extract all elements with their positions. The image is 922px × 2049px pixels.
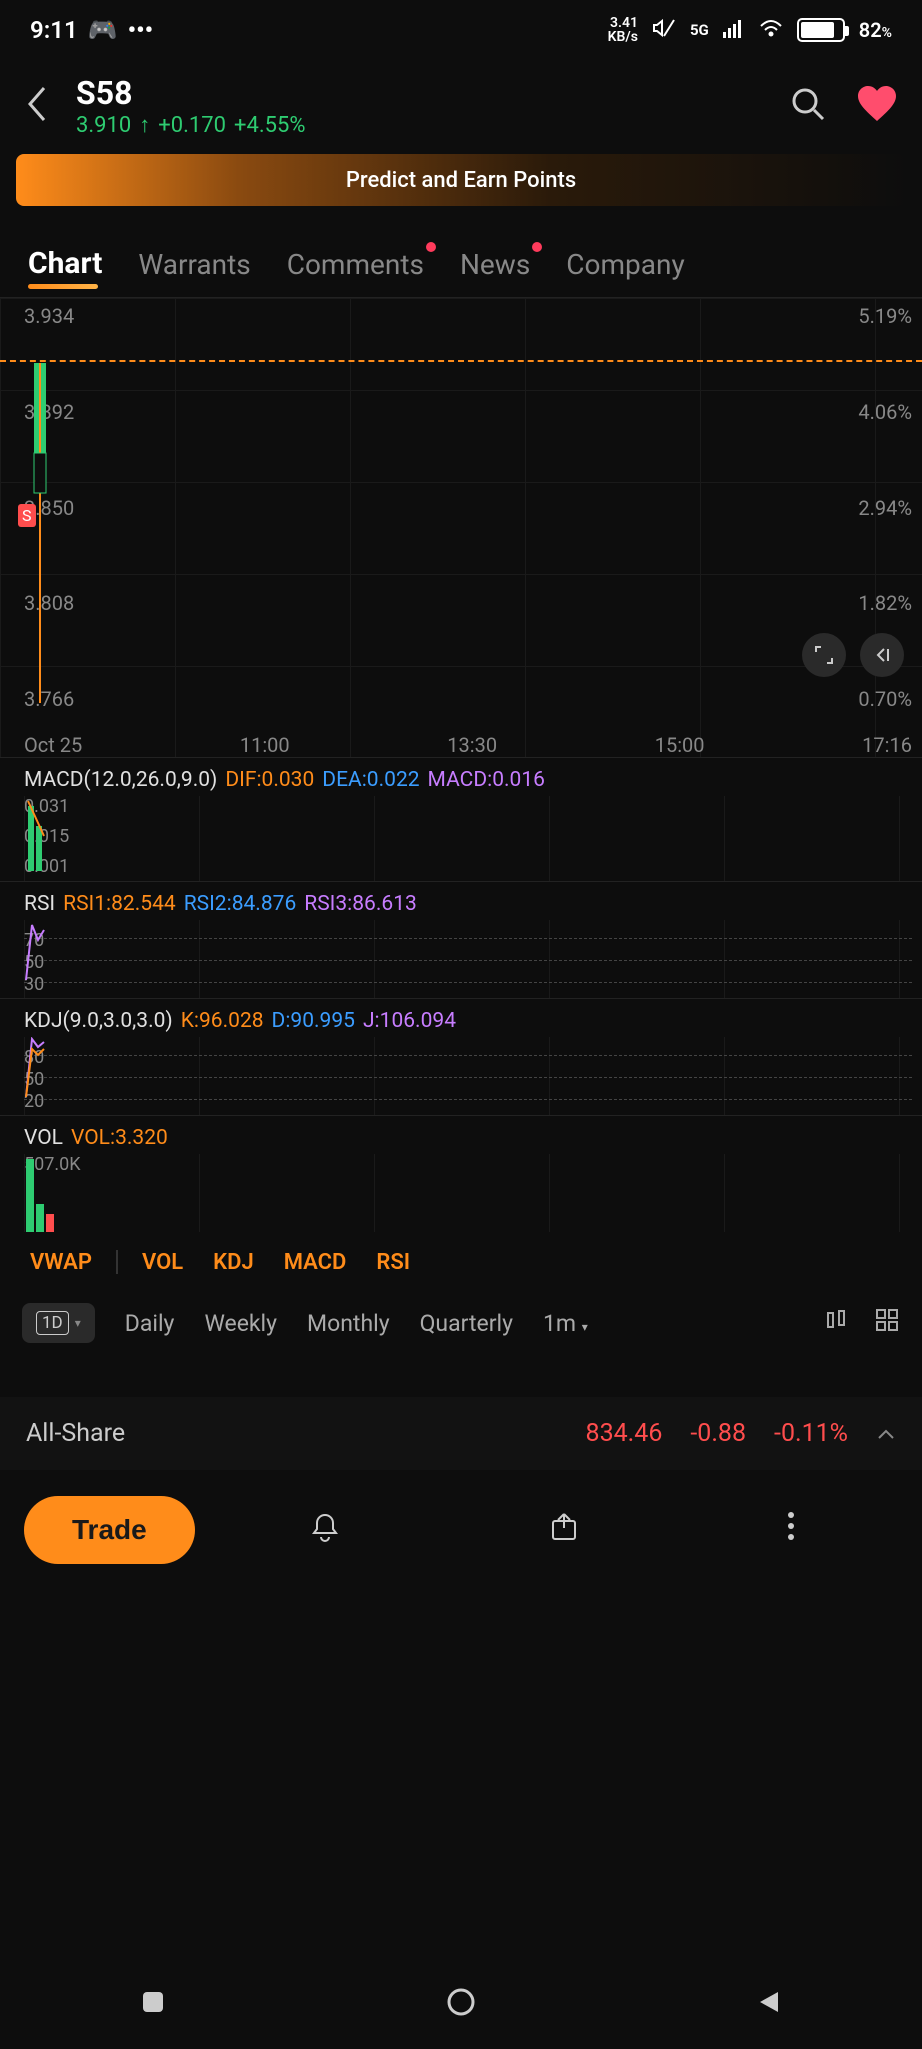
alert-button[interactable] [308, 1511, 342, 1549]
timeframe-quarterly[interactable]: Quarterly [420, 1310, 513, 1337]
market-change-pct: -0.11% [774, 1419, 848, 1448]
ind-tab-vwap[interactable]: VWAP [30, 1250, 92, 1275]
chart-type-button[interactable] [824, 1307, 850, 1339]
reset-view-button[interactable] [860, 633, 904, 677]
mute-icon [652, 16, 676, 45]
rsi-1: RSI1:82.544 [63, 892, 176, 916]
caret-down-icon: ▾ [582, 1320, 588, 1334]
macd-dea: DEA:0.022 [322, 768, 419, 792]
market-value: 834.46 [586, 1419, 663, 1448]
macd-chart: 0.031 0.015 0.001 [24, 796, 922, 881]
price-change-abs: +0.170 [158, 113, 226, 138]
tab-company[interactable]: Company [566, 248, 684, 281]
vol-value: VOL:3.320 [71, 1126, 168, 1150]
rsi-title: RSI [24, 892, 55, 916]
page-tabs: Chart Warrants Comments News Company [0, 206, 922, 297]
grid-layout-button[interactable] [874, 1307, 900, 1339]
game-icon: 🎮 [88, 16, 118, 44]
timeframe-minute-selector[interactable]: 1m ▾ [543, 1310, 588, 1337]
price-change-pct: +4.55% [234, 113, 306, 138]
kdj-chart: 80 50 20 [24, 1037, 922, 1115]
favorite-button[interactable] [856, 85, 898, 127]
caret-down-icon: ▾ [75, 1316, 81, 1330]
rsi-panel[interactable]: RSI RSI1:82.544 RSI2:84.876 RSI3:86.613 … [0, 881, 922, 998]
status-bar: 9:11 🎮 ••• 3.41 KB/s 5G 82% [0, 0, 922, 60]
status-time: 9:11 [30, 16, 78, 44]
ind-tab-vol[interactable]: VOL [142, 1250, 183, 1275]
promo-banner[interactable]: Predict and Earn Points [16, 154, 906, 206]
kdj-d: D:90.995 [272, 1009, 355, 1033]
macd-panel[interactable]: MACD(12.0,26.0,9.0) DIF:0.030 DEA:0.022 … [0, 757, 922, 881]
ind-tab-kdj[interactable]: KDJ [213, 1250, 254, 1275]
vol-panel[interactable]: VOL VOL:3.320 507.0K [0, 1115, 922, 1232]
candlestick-data [30, 363, 50, 703]
kdj-panel[interactable]: KDJ(9.0,3.0,3.0) K:96.028 D:90.995 J:106… [0, 998, 922, 1115]
macd-macd: MACD:0.016 [428, 768, 545, 792]
price-value: 3.910 [76, 113, 131, 138]
rsi-2: RSI2:84.876 [184, 892, 297, 916]
tab-comments[interactable]: Comments [287, 248, 424, 281]
more-dots-icon: ••• [128, 16, 154, 44]
tab-chart[interactable]: Chart [28, 246, 102, 281]
trade-button[interactable]: Trade [24, 1496, 195, 1564]
tab-warrants[interactable]: Warrants [138, 248, 250, 281]
wifi-icon [759, 18, 783, 43]
app-header: S58 3.910 ↑ +0.170 +4.55% [0, 60, 922, 148]
nav-back-button[interactable] [756, 1989, 782, 2019]
sell-marker: S [18, 504, 36, 527]
market-change-abs: -0.88 [690, 1419, 746, 1448]
kdj-title: KDJ(9.0,3.0,3.0) [24, 1009, 173, 1033]
notification-dot-icon [532, 242, 542, 252]
battery-percent: 82% [859, 18, 892, 42]
price-level-line [0, 360, 922, 362]
promo-text: Predict and Earn Points [346, 168, 576, 193]
system-nav-bar [0, 1959, 922, 2049]
market-index-bar[interactable]: All-Share 834.46 -0.88 -0.11% [0, 1397, 922, 1470]
back-button[interactable] [24, 84, 50, 128]
timeframe-bar: 1D ▾ Daily Weekly Monthly Quarterly 1m ▾ [0, 1293, 922, 1363]
vol-chart: 507.0K [24, 1154, 922, 1232]
chevron-up-icon[interactable] [876, 1419, 896, 1448]
macd-title: MACD(12.0,26.0,9.0) [24, 768, 217, 792]
nav-home-button[interactable] [445, 1986, 477, 2022]
indicator-tabs: VWAP VOL KDJ MACD RSI [0, 1232, 922, 1293]
price-arrow-up-icon: ↑ [139, 112, 150, 138]
notification-dot-icon [426, 242, 436, 252]
rsi-chart: 70 50 30 [24, 920, 922, 998]
price-line: 3.910 ↑ +0.170 +4.55% [76, 112, 764, 138]
data-speed: 3.41 KB/s [608, 16, 638, 44]
signal-icon [723, 18, 745, 43]
network-type: 5G [690, 21, 709, 39]
separator [116, 1250, 118, 1274]
fullscreen-button[interactable] [802, 633, 846, 677]
rsi-3: RSI3:86.613 [304, 892, 417, 916]
nav-recent-button[interactable] [140, 1989, 166, 2019]
x-axis: Oct 25 11:00 13:30 15:00 17:16 [24, 733, 912, 757]
ind-tab-rsi[interactable]: RSI [376, 1250, 410, 1275]
price-chart[interactable]: 3.934 3.892 3.850 3.808 3.766 5.19% 4.06… [0, 297, 922, 757]
kdj-k: K:96.028 [181, 1009, 264, 1033]
macd-dif: DIF:0.030 [225, 768, 314, 792]
market-label: All-Share [26, 1419, 125, 1448]
action-bar: Trade [0, 1470, 922, 1584]
timeframe-weekly[interactable]: Weekly [204, 1310, 277, 1337]
ticker-symbol: S58 [76, 74, 764, 112]
ticker-block[interactable]: S58 3.910 ↑ +0.170 +4.55% [76, 74, 764, 138]
ind-tab-macd[interactable]: MACD [284, 1250, 347, 1275]
vol-title: VOL [24, 1126, 63, 1150]
more-options-button[interactable] [787, 1511, 795, 1549]
tab-news[interactable]: News [460, 248, 530, 281]
timeframe-1d-button[interactable]: 1D ▾ [22, 1303, 95, 1343]
timeframe-monthly[interactable]: Monthly [307, 1310, 390, 1337]
battery-icon [797, 18, 845, 42]
timeframe-daily[interactable]: Daily [125, 1310, 175, 1337]
kdj-j: J:106.094 [363, 1009, 456, 1033]
share-button[interactable] [547, 1511, 581, 1549]
search-button[interactable] [790, 86, 826, 126]
